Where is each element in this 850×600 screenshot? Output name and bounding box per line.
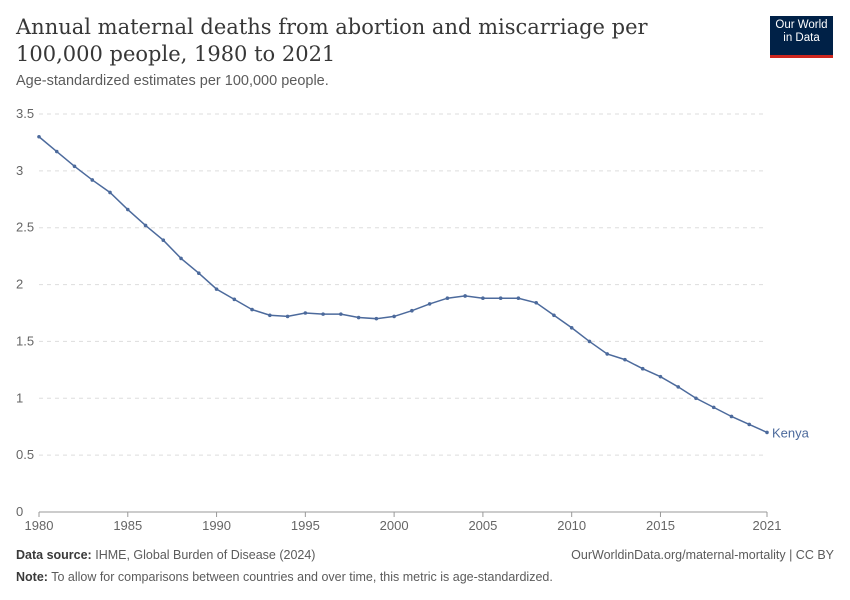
x-tick-label: 1995: [291, 518, 320, 533]
data-point: [232, 297, 237, 302]
source-text[interactable]: IHME, Global Burden of Disease (2024): [95, 548, 316, 562]
series-label: Kenya: [772, 425, 810, 440]
data-source: Data source: IHME, Global Burden of Dise…: [16, 548, 315, 562]
source-label: Data source:: [16, 548, 92, 562]
owid-logo[interactable]: Our World in Data: [770, 16, 833, 58]
y-tick-label: 1: [16, 390, 23, 405]
y-tick-label: 1.5: [16, 333, 34, 348]
data-point: [37, 134, 41, 139]
x-tick-label: 1990: [202, 518, 231, 533]
x-tick-label: 1980: [25, 518, 54, 533]
data-point: [285, 314, 290, 319]
note-label: Note:: [16, 570, 48, 584]
data-point: [161, 238, 166, 243]
data-point: [765, 430, 769, 435]
data-point: [179, 256, 183, 261]
x-tick-label: 2005: [468, 518, 497, 533]
data-point: [268, 313, 272, 318]
y-tick-label: 0.5: [16, 447, 34, 462]
y-tick-label: 3.5: [16, 106, 34, 121]
data-point: [587, 339, 592, 344]
data-point: [54, 149, 59, 154]
data-point: [392, 314, 396, 319]
data-point: [640, 366, 645, 371]
data-point: [498, 296, 503, 301]
data-point: [72, 164, 77, 169]
data-point: [90, 178, 95, 182]
note-text: To allow for comparisons between countri…: [51, 570, 553, 584]
data-point: [410, 308, 414, 313]
x-tick-label: 2010: [557, 518, 586, 533]
data-point: [676, 385, 681, 389]
data-point: [445, 296, 450, 301]
data-point: [108, 190, 112, 195]
x-tick-label: 2000: [380, 518, 409, 533]
data-point: [303, 311, 308, 315]
line-chart: 0 0.5 1 1.5 2 2.5 3 3.5 1980 1985 1990 1995 2000 2005…: [16, 106, 810, 533]
note: Note: To allow for comparisons between c…: [16, 570, 553, 584]
chart-subtitle: Age-standardized estimates per 100,000 p…: [16, 73, 329, 89]
data-point: [516, 296, 521, 301]
y-tick-label: 3: [16, 163, 23, 178]
data-point: [339, 312, 343, 316]
data-point: [658, 374, 663, 379]
data-point: [463, 294, 467, 298]
data-point: [534, 300, 538, 305]
data-point: [711, 405, 716, 410]
data-point: [569, 325, 574, 330]
data-point: [143, 223, 148, 228]
data-point: [321, 312, 325, 316]
data-point: [427, 302, 432, 306]
data-point: [623, 357, 627, 362]
chart-title: Annual maternal deaths from abortion and…: [16, 15, 648, 66]
y-tick-label: 0: [16, 504, 23, 519]
data-point: [481, 296, 485, 301]
y-tick-label: 2.5: [16, 220, 34, 235]
data-point: [250, 307, 254, 312]
data-point: [694, 396, 698, 401]
data-point: [729, 414, 734, 419]
source-url[interactable]: OurWorldinData.org/maternal-mortality | …: [571, 548, 834, 562]
data-point: [197, 271, 201, 276]
x-tick-label: 2021: [753, 518, 782, 533]
series-line-kenya: [38, 136, 768, 434]
data-point: [747, 422, 752, 427]
x-tick-label: 2015: [646, 518, 675, 533]
data-point: [605, 352, 609, 356]
data-point: [374, 316, 379, 321]
data-point: [552, 313, 556, 318]
data-point: [125, 207, 130, 212]
data-point: [356, 315, 361, 320]
x-tick-label: 1985: [113, 518, 142, 533]
data-point: [214, 287, 219, 291]
y-tick-label: 2: [16, 277, 23, 292]
